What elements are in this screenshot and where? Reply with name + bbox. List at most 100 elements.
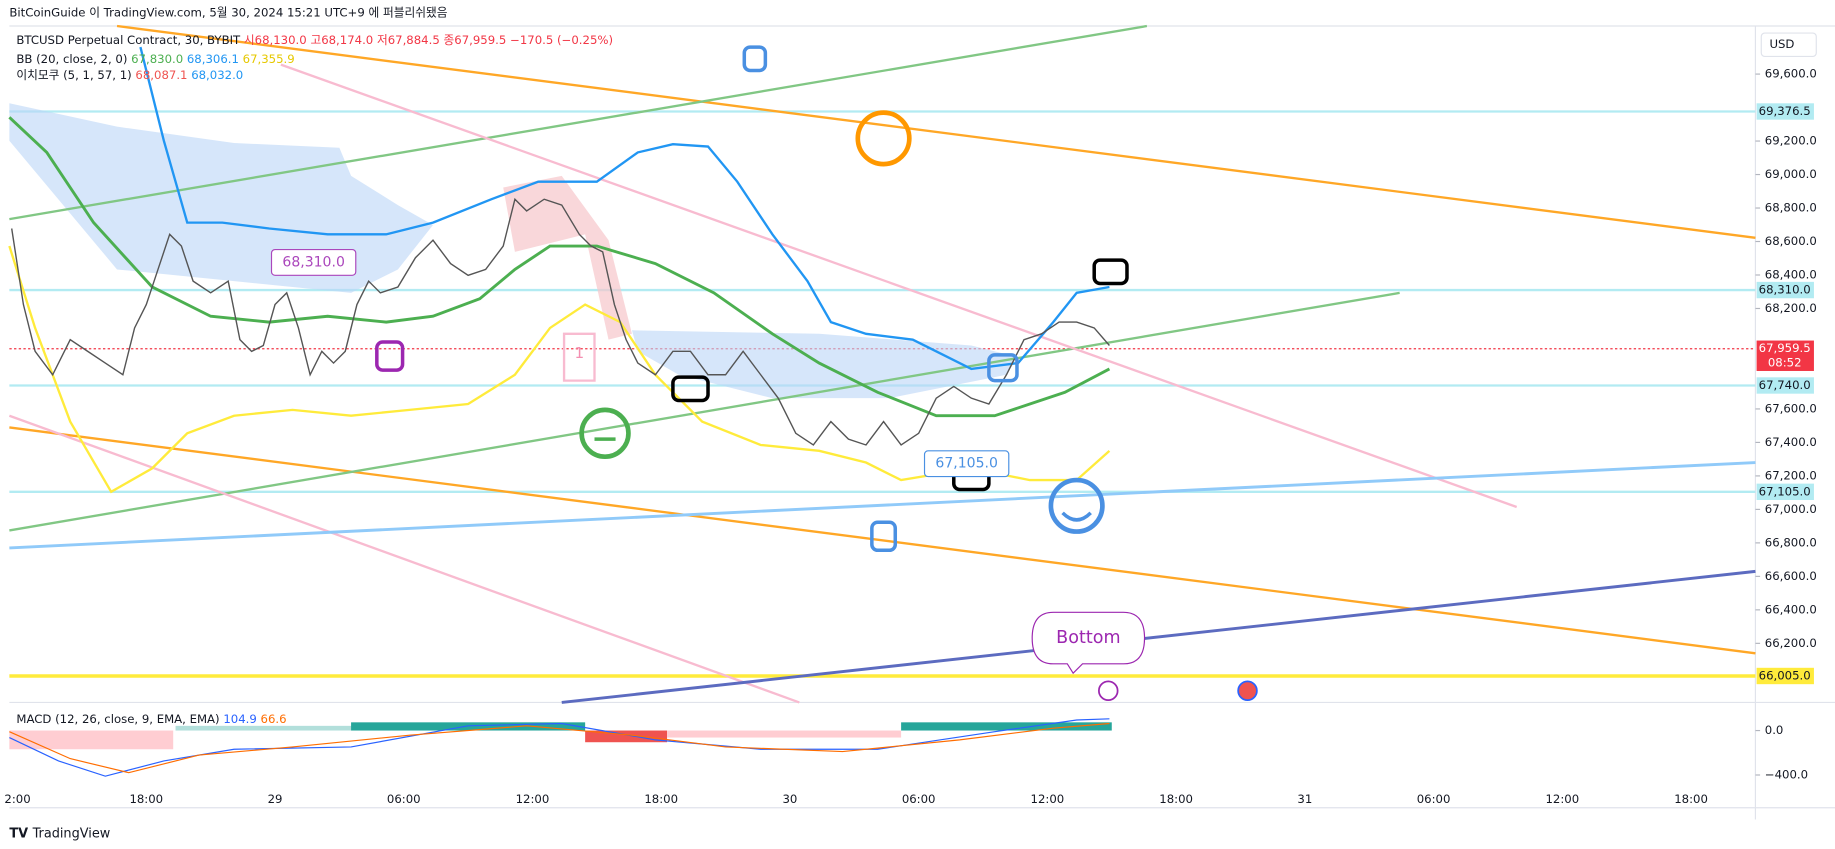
bubble bbox=[1031, 611, 1146, 675]
ichimoku-cloud bbox=[631, 330, 1019, 399]
price-tag-label: 67,740.0 bbox=[1759, 378, 1811, 392]
time-label: 29 bbox=[268, 792, 283, 806]
price-tag bbox=[1756, 483, 1814, 501]
hand-icon bbox=[671, 375, 710, 403]
trend-line bbox=[116, 24, 1756, 240]
price-tick-label: 67,200.0 bbox=[1765, 468, 1817, 482]
trend-line bbox=[9, 291, 1400, 532]
footer: TV TradingView bbox=[9, 826, 110, 841]
event-icon bbox=[1098, 680, 1119, 701]
price-tick-label: 68,600.0 bbox=[1765, 234, 1817, 248]
trend-line bbox=[9, 426, 1756, 655]
callout-text: 67,105.0 bbox=[935, 456, 997, 472]
legend-line: 이치모쿠 (5, 1, 57, 1) 68,087.1 68,032.0 bbox=[16, 68, 243, 82]
face-icon bbox=[579, 407, 631, 460]
price-tag-label: 69,376.5 bbox=[1759, 104, 1811, 118]
price-tick-label: 66,200.0 bbox=[1765, 636, 1817, 650]
bb-lower bbox=[8, 245, 1111, 494]
face-icon bbox=[1048, 477, 1105, 534]
price-tick-label: 66,800.0 bbox=[1765, 535, 1817, 549]
price-tick-label: 68,400.0 bbox=[1765, 267, 1817, 281]
marker-box bbox=[562, 332, 596, 382]
macd-value: 66.6 bbox=[261, 711, 287, 725]
trend-line bbox=[561, 569, 1756, 704]
trend-line bbox=[8, 414, 800, 704]
close: 종67,959.5 bbox=[444, 33, 507, 47]
time-label: 30 bbox=[783, 792, 798, 806]
time-label: 18:00 bbox=[1674, 792, 1708, 806]
price-tick-label: 67,400.0 bbox=[1765, 435, 1817, 449]
time-label: 06:00 bbox=[1417, 792, 1451, 806]
price-tag-label: 68,310.0 bbox=[1759, 283, 1811, 297]
macd-name: MACD (12, 26, close, 9, EMA, EMA) bbox=[16, 711, 219, 725]
price-tick-label: 69,200.0 bbox=[1765, 134, 1817, 148]
hand-icon bbox=[987, 353, 1019, 383]
price-tick-label: 68,200.0 bbox=[1765, 301, 1817, 315]
price-tick-label: 69,000.0 bbox=[1765, 167, 1817, 181]
callout-box bbox=[270, 248, 357, 276]
callout-box bbox=[923, 450, 1010, 478]
bb-upper bbox=[139, 46, 1110, 371]
time-label: 12:00 bbox=[1545, 792, 1579, 806]
time-label: 06:00 bbox=[902, 792, 936, 806]
face-mouth bbox=[1061, 511, 1092, 522]
currency[interactable]: USD bbox=[1769, 37, 1794, 51]
price-tick-label: 67,000.0 bbox=[1765, 502, 1817, 516]
ichimoku-cloud bbox=[503, 175, 632, 340]
signal-line bbox=[9, 722, 1110, 774]
hand-icon bbox=[1092, 258, 1129, 286]
symbol: BTCUSD Perpetual Contract, 30, BYBIT bbox=[16, 33, 241, 47]
time-label: 18:00 bbox=[1159, 792, 1193, 806]
low: 저67,884.5 bbox=[377, 33, 440, 47]
time-label: 12:00 bbox=[1031, 792, 1065, 806]
time-label: 18:00 bbox=[129, 792, 163, 806]
bb-basis bbox=[8, 116, 1111, 418]
hand-icon bbox=[870, 520, 898, 553]
time-label: 06:00 bbox=[387, 792, 421, 806]
marker-text: 1 bbox=[574, 344, 584, 362]
currency-button[interactable] bbox=[1760, 32, 1817, 58]
price-tag-label: 66,005.0 bbox=[1759, 668, 1811, 682]
bb-value: 67,355.9 bbox=[243, 51, 295, 65]
price-tick-label: 66,600.0 bbox=[1765, 569, 1817, 583]
price-tick-label: 69,600.0 bbox=[1765, 67, 1817, 81]
event-icon bbox=[1237, 680, 1258, 701]
price-tick-label: 67,600.0 bbox=[1765, 401, 1817, 415]
hand-icon bbox=[742, 45, 768, 73]
macd-value: 104.9 bbox=[223, 711, 256, 725]
time-label: 18:00 bbox=[644, 792, 678, 806]
footer-text: TradingView bbox=[32, 826, 111, 841]
callout-text: 68,310.0 bbox=[282, 254, 344, 270]
bb-name: BB (20, close, 2, 0) bbox=[16, 51, 127, 65]
footer-logo: TV bbox=[9, 826, 32, 841]
price-tag bbox=[1756, 667, 1814, 685]
time-label: 2:00 bbox=[4, 792, 30, 806]
macd-line bbox=[9, 718, 1110, 777]
price-tick-label: 68,800.0 bbox=[1765, 201, 1817, 215]
trend-line bbox=[9, 24, 1148, 221]
price-tag bbox=[1756, 281, 1814, 299]
hand-icon bbox=[375, 340, 405, 372]
ichimoku-value: 68,087.1 bbox=[135, 68, 187, 82]
legend-line: BB (20, close, 2, 0) 67,830.0 68,306.1 6… bbox=[16, 51, 294, 65]
macd-tick-label: 0.0 bbox=[1765, 723, 1784, 737]
trend-line bbox=[9, 461, 1756, 550]
bb-value: 67,830.0 bbox=[131, 51, 183, 65]
high: 고68,174.0 bbox=[310, 33, 373, 47]
time-label: 12:00 bbox=[516, 792, 550, 806]
ichimoku-value: 68,032.0 bbox=[191, 68, 243, 82]
trend-line bbox=[280, 63, 1518, 509]
legend-line: BTCUSD Perpetual Contract, 30, BYBIT 시68… bbox=[16, 33, 613, 47]
macd-tick-label: −400.0 bbox=[1765, 767, 1808, 781]
publisher: BitCoinGuide 이 TradingView.com, 5월 30, 2… bbox=[9, 6, 447, 20]
price-tag bbox=[1756, 103, 1814, 120]
bubble-text: Bottom bbox=[1056, 628, 1120, 648]
macd-legend: MACD (12, 26, close, 9, EMA, EMA) 104.9 … bbox=[16, 711, 286, 725]
time-label: 31 bbox=[1297, 792, 1312, 806]
open: 시68,130.0 bbox=[244, 33, 307, 47]
price-tag-countdown: 08:52 bbox=[1768, 355, 1802, 369]
face-icon bbox=[855, 110, 912, 167]
price-tag bbox=[1756, 377, 1814, 394]
